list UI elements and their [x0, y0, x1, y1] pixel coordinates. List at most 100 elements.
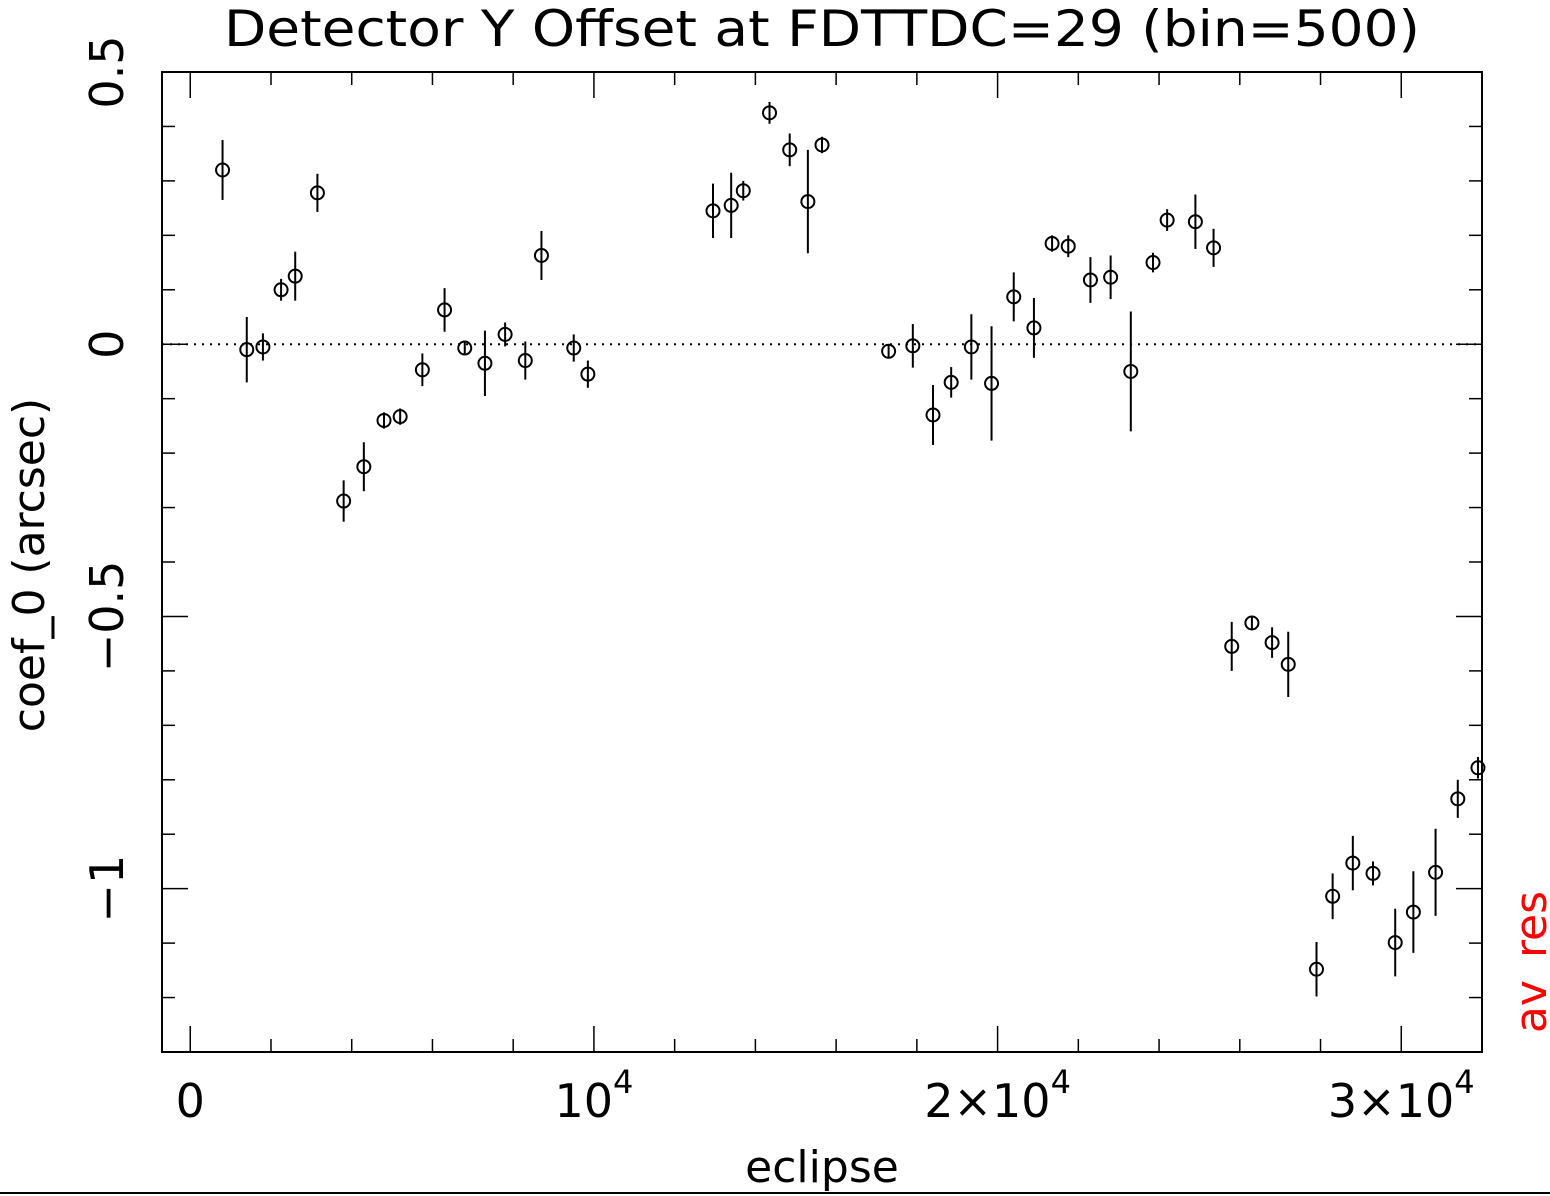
point-marker: [1264, 635, 1280, 651]
point-marker: [1103, 269, 1119, 285]
point-marker: [1060, 238, 1076, 254]
data-point: [1405, 871, 1421, 953]
point-marker: [477, 355, 493, 371]
data-point: [1044, 235, 1060, 252]
point-marker: [905, 338, 921, 354]
x-tick-label: 3×104: [1328, 1063, 1475, 1128]
x-tick-label: 0: [176, 1074, 205, 1128]
point-marker: [336, 493, 352, 509]
point-marker: [1187, 214, 1203, 230]
data-point: [881, 343, 897, 359]
data-point: [735, 180, 751, 201]
data-point: [457, 340, 473, 356]
y-tick-label: 0: [80, 330, 134, 359]
point-marker: [309, 185, 325, 201]
data-point: [392, 408, 408, 425]
point-marker: [782, 142, 798, 158]
data-point: [309, 173, 325, 212]
data-point: [943, 367, 959, 398]
y-tick-label: 0.5: [80, 35, 134, 108]
point-marker: [1006, 289, 1022, 305]
point-marker: [814, 137, 830, 153]
data-point: [356, 442, 372, 492]
point-marker: [517, 353, 533, 369]
point-marker: [943, 374, 959, 390]
data-point: [925, 385, 941, 445]
x-axis-label: eclipse: [745, 1142, 899, 1193]
x-tick-label: 2×104: [924, 1063, 1071, 1128]
data-point: [1428, 828, 1444, 916]
data-point: [287, 251, 303, 301]
data-point: [566, 334, 582, 362]
point-marker: [1280, 656, 1296, 672]
point-marker: [1450, 791, 1466, 807]
point-marker: [925, 407, 941, 423]
right-axis-label-av-res: av_res: [1506, 891, 1550, 1033]
point-marker: [800, 194, 816, 210]
point-marker: [255, 339, 271, 355]
point-marker: [273, 282, 289, 298]
point-marker: [762, 105, 778, 121]
point-marker: [580, 366, 596, 382]
data-point: [215, 140, 231, 200]
point-marker: [1026, 320, 1042, 336]
point-marker: [566, 340, 582, 356]
data-point: [376, 412, 392, 429]
data-point: [723, 172, 739, 239]
point-marker: [376, 412, 392, 428]
bottom-rule: [0, 1192, 1550, 1194]
point-marker: [735, 183, 751, 199]
point-marker: [705, 203, 721, 219]
point-marker: [1224, 638, 1240, 654]
data-point: [762, 101, 778, 124]
point-marker: [881, 343, 897, 359]
y-ticks: [162, 71, 1482, 1053]
data-point: [1244, 615, 1260, 631]
point-marker: [984, 375, 1000, 391]
y-tick-labels: 0.5 0 −0.5 −1: [80, 35, 134, 922]
point-marker: [457, 340, 473, 356]
data-point: [800, 149, 816, 254]
x-ticks: [189, 72, 1403, 1052]
data-point: [336, 480, 352, 522]
data-point: [1365, 861, 1381, 886]
data-point: [1325, 873, 1341, 920]
point-marker: [414, 362, 430, 378]
point-marker: [723, 197, 739, 213]
data-point: [1082, 257, 1098, 303]
point-marker: [1405, 904, 1421, 920]
data-point: [1280, 631, 1296, 698]
data-point: [1187, 194, 1203, 249]
data-point: [1159, 209, 1175, 231]
data-point: [414, 353, 430, 387]
data-point: [517, 341, 533, 380]
data-point: [580, 360, 596, 388]
data-points: [215, 101, 1486, 997]
data-point: [782, 133, 798, 167]
data-point: [1026, 297, 1042, 358]
data-point: [273, 278, 289, 301]
data-point: [1264, 627, 1280, 658]
data-point: [1123, 311, 1139, 432]
point-marker: [239, 342, 255, 358]
point-marker: [1325, 888, 1341, 904]
data-point: [1145, 252, 1161, 273]
data-point: [1387, 908, 1403, 977]
point-marker: [1387, 935, 1403, 951]
x-tick-labels: 0 104 2×104 3×104: [176, 1063, 1475, 1128]
point-marker: [392, 409, 408, 425]
point-marker: [1206, 240, 1222, 256]
point-marker: [1145, 255, 1161, 271]
point-marker: [1123, 363, 1139, 379]
point-marker: [1082, 272, 1098, 288]
data-point: [1470, 756, 1486, 779]
data-point: [1224, 621, 1240, 671]
point-marker: [287, 268, 303, 284]
data-point: [905, 324, 921, 368]
plot-frame: [161, 71, 1483, 1053]
data-point: [437, 288, 453, 332]
data-point: [255, 333, 271, 361]
data-point: [963, 314, 979, 380]
x-tick-label: 104: [554, 1063, 633, 1128]
